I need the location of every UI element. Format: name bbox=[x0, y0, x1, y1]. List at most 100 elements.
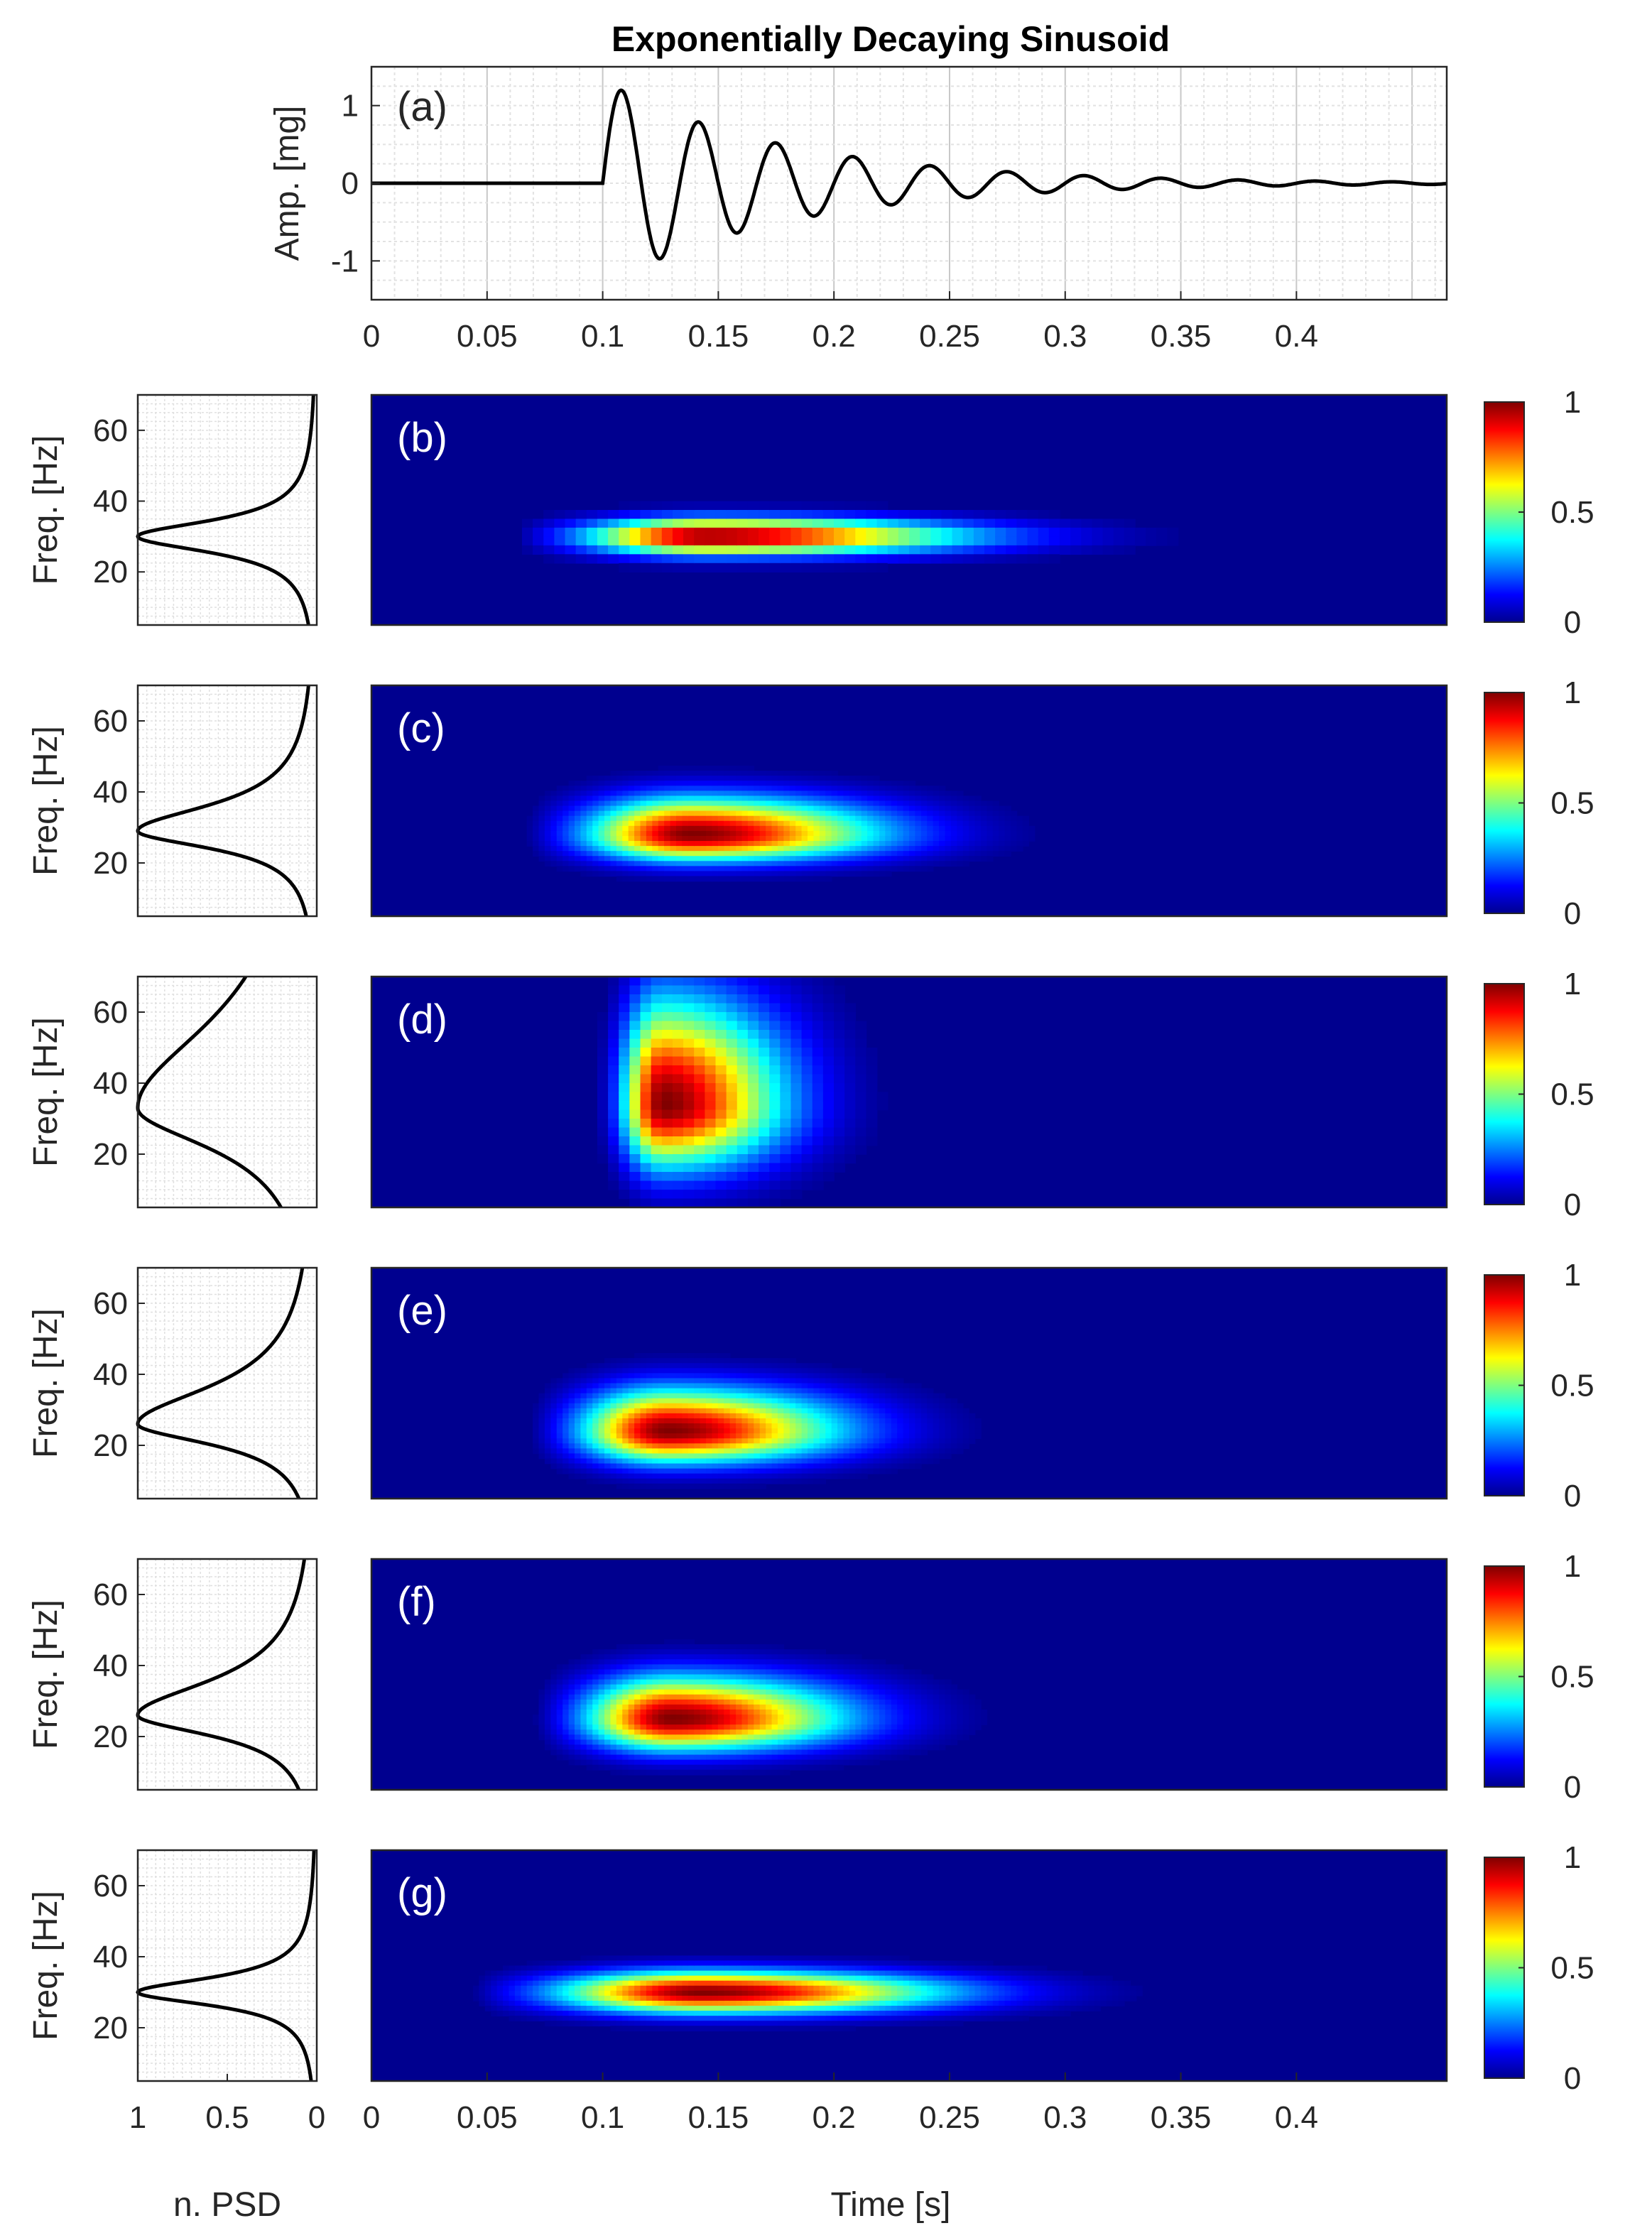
panel-c-cell bbox=[550, 790, 558, 797]
panel-e-cell bbox=[795, 1428, 803, 1434]
panel-e-cell bbox=[885, 1448, 892, 1455]
panel-c-cell bbox=[533, 841, 540, 847]
panel-c-cell bbox=[939, 830, 946, 837]
panel-e-cell bbox=[580, 1418, 587, 1424]
panel-f-cell bbox=[556, 1729, 563, 1736]
panel-d-cell bbox=[812, 1127, 824, 1137]
panel-c-cell bbox=[771, 871, 778, 877]
panel-d-cell bbox=[769, 1048, 781, 1058]
panel-f-cell bbox=[688, 1719, 695, 1725]
panel-d-cell bbox=[769, 1065, 781, 1075]
panel-c-cell bbox=[568, 841, 575, 847]
panel-c-cell bbox=[825, 800, 832, 807]
panel-e-cell bbox=[700, 1408, 707, 1414]
panel-c-cell bbox=[909, 800, 916, 807]
panel-c-cell bbox=[915, 861, 922, 867]
panel-e-cell bbox=[736, 1373, 743, 1379]
panel-e-cell bbox=[801, 1423, 808, 1429]
panel-c-cell bbox=[813, 846, 820, 852]
panel-e-cell bbox=[682, 1428, 689, 1434]
panel-c-cell bbox=[658, 820, 665, 827]
panel-c-cell bbox=[1022, 825, 1030, 832]
panel-d-cell bbox=[726, 1190, 738, 1200]
panel-c-cell bbox=[550, 841, 558, 847]
panel-f-cell bbox=[538, 1724, 545, 1731]
panel-b-cell bbox=[995, 554, 1007, 564]
panel-c-cell bbox=[974, 825, 982, 832]
panel-f-cell bbox=[628, 1709, 635, 1715]
panel-f-cell bbox=[580, 1699, 587, 1705]
panel-c-cell bbox=[825, 795, 832, 802]
panel-c-cell bbox=[694, 815, 701, 822]
panel-c-cell bbox=[759, 846, 766, 852]
panel-c-cell bbox=[670, 856, 677, 862]
panel-f-cell bbox=[622, 1749, 629, 1756]
panel-e-cell bbox=[640, 1368, 647, 1374]
panel-e-cell bbox=[843, 1438, 850, 1445]
panel-e-cell bbox=[706, 1378, 713, 1384]
panel-f-cell bbox=[670, 1769, 677, 1776]
panel-e-cell bbox=[592, 1388, 599, 1394]
panel-f-cell bbox=[622, 1709, 629, 1715]
panel-c-cell bbox=[700, 876, 707, 882]
panel-d-cell bbox=[844, 1083, 857, 1093]
panel-c-cell bbox=[712, 795, 719, 802]
panel-c-cell bbox=[598, 835, 605, 842]
panel-c-cell bbox=[616, 795, 624, 802]
panel-c-cell bbox=[861, 861, 868, 867]
panel-c-cell bbox=[741, 841, 749, 847]
panel-d-cell bbox=[640, 1163, 652, 1173]
panel-b-cell bbox=[844, 554, 857, 564]
panel-c-cell bbox=[568, 800, 575, 807]
panel-e-cell bbox=[628, 1388, 635, 1394]
panel-e-cell bbox=[563, 1423, 570, 1429]
panel-e-cell bbox=[640, 1453, 647, 1460]
panel-e-cell bbox=[706, 1473, 713, 1479]
panel-b-cell bbox=[759, 536, 770, 546]
panel-f-cell bbox=[652, 1759, 659, 1766]
panel-c-cell bbox=[962, 805, 969, 812]
panel-f-cell bbox=[622, 1654, 629, 1661]
panel-c-cell bbox=[837, 820, 844, 827]
panel-d-cell bbox=[747, 1154, 759, 1164]
panel-e-cell bbox=[628, 1463, 635, 1469]
panel-c-cell bbox=[873, 861, 880, 867]
panel-c-cell bbox=[969, 815, 976, 822]
panel-c-cell bbox=[544, 805, 552, 812]
panel-f-cell bbox=[563, 1744, 570, 1751]
panel-e-cell bbox=[777, 1428, 785, 1434]
panel-e-cell bbox=[747, 1408, 755, 1414]
panel-e-cell bbox=[556, 1393, 563, 1399]
panel-d-cell bbox=[651, 994, 663, 1004]
panel-c-cell bbox=[729, 846, 737, 852]
panel-e-cell bbox=[759, 1363, 766, 1369]
panel-e-cell bbox=[598, 1453, 605, 1460]
panel-e-cell bbox=[783, 1423, 790, 1429]
panel-e-cell bbox=[682, 1353, 689, 1359]
panel-d-cell bbox=[866, 1083, 878, 1093]
panel-c-cell bbox=[855, 835, 862, 842]
panel-e-cell bbox=[849, 1383, 857, 1389]
panel-e-cell bbox=[843, 1373, 850, 1379]
panel-b-cell bbox=[1070, 518, 1082, 528]
panel-e-cell bbox=[903, 1408, 910, 1414]
panel-e-cell bbox=[563, 1403, 570, 1409]
panel-e-cell bbox=[957, 1423, 964, 1429]
panel-e-cell bbox=[586, 1438, 594, 1445]
panel-c-cell bbox=[664, 876, 671, 882]
panel-e-cell bbox=[897, 1423, 904, 1429]
panel-d-cell bbox=[780, 1119, 792, 1129]
panel-c-cell bbox=[741, 810, 749, 817]
panel-c-cell bbox=[873, 851, 880, 857]
panel-d-cell bbox=[769, 1003, 781, 1013]
panel-c-cell bbox=[688, 766, 695, 771]
panel-c-cell bbox=[891, 820, 898, 827]
panel-f-cell bbox=[694, 1669, 701, 1675]
panel-d-cell bbox=[608, 1030, 620, 1040]
panel-d-cell bbox=[608, 1038, 620, 1048]
panel-b-cell bbox=[855, 563, 867, 573]
panel-e-cell bbox=[861, 1378, 868, 1384]
panel-c-cell bbox=[682, 771, 689, 776]
panel-e-cell bbox=[634, 1383, 641, 1389]
panel-c-cell bbox=[969, 856, 976, 862]
